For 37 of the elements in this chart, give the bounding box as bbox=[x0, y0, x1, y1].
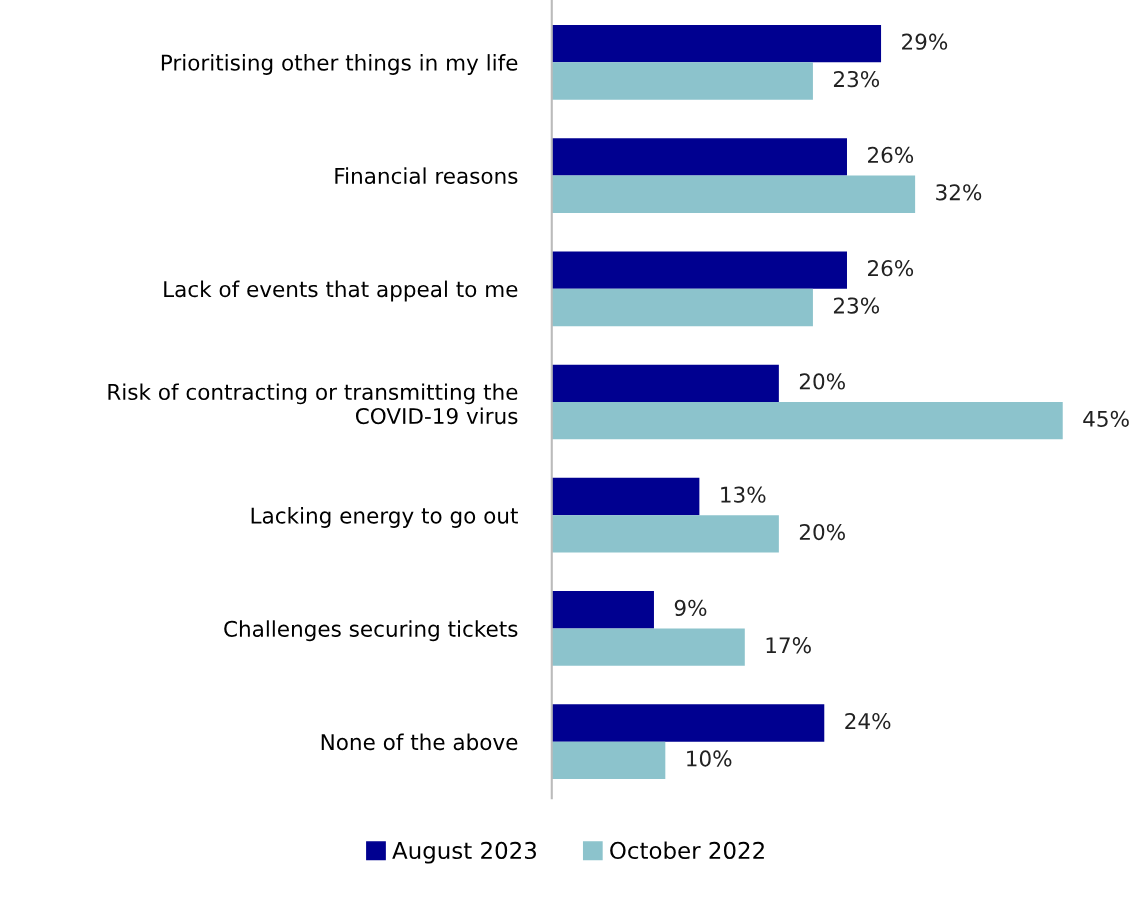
bar bbox=[551, 175, 916, 213]
data-label: 45% bbox=[1083, 410, 1129, 427]
y-tick-label: Financial reasons bbox=[335, 167, 518, 184]
bar bbox=[551, 138, 847, 176]
y-tick-label: Challenges securing tickets bbox=[224, 620, 518, 642]
data-label: 10% bbox=[687, 750, 732, 767]
data-label: 23% bbox=[833, 297, 880, 314]
y-tick-label: Prioritising other things in my life bbox=[161, 54, 518, 75]
data-label: 9% bbox=[674, 599, 707, 617]
bar bbox=[551, 477, 700, 516]
data-label: 26% bbox=[868, 260, 914, 277]
bar bbox=[551, 251, 847, 289]
data-label: 20% bbox=[799, 373, 845, 390]
bar bbox=[551, 515, 779, 553]
bar bbox=[551, 741, 666, 780]
bar bbox=[551, 402, 1063, 440]
legend-label: August 2023 bbox=[392, 841, 536, 864]
data-label: 17% bbox=[766, 637, 811, 654]
bar bbox=[551, 288, 813, 327]
bar bbox=[551, 628, 745, 666]
y-tick-label: None of the above bbox=[321, 733, 518, 751]
legend-label: October 2022 bbox=[610, 841, 764, 860]
data-label: 23% bbox=[833, 70, 880, 88]
data-label: 29% bbox=[902, 33, 948, 50]
y-tick-label: Lacking energy to go out bbox=[251, 507, 518, 528]
bar bbox=[551, 364, 779, 402]
bar bbox=[551, 704, 825, 742]
data-label: 20% bbox=[799, 523, 845, 541]
bar bbox=[551, 591, 654, 629]
data-label: 32% bbox=[936, 184, 982, 201]
y-tick-label: Lack of events that appeal to me bbox=[164, 280, 518, 302]
bar bbox=[551, 24, 882, 63]
data-label: 24% bbox=[845, 712, 891, 730]
bar bbox=[551, 62, 813, 100]
data-label: 13% bbox=[721, 486, 766, 503]
data-label: 26% bbox=[868, 146, 914, 164]
y-tick-label: Risk of contracting or transmitting the COVID-19 virus bbox=[108, 383, 518, 425]
